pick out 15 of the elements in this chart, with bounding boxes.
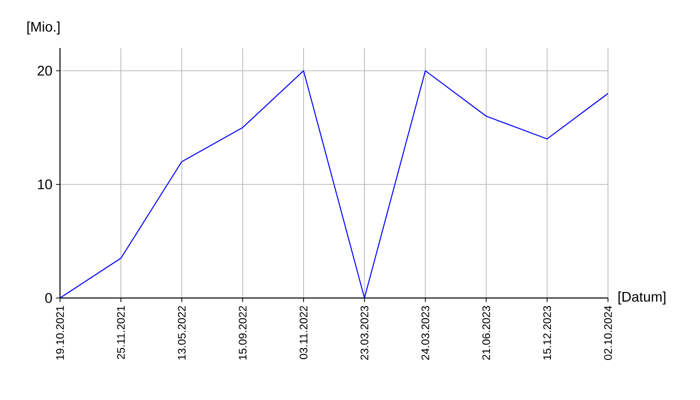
y-axis-title: [Mio.]: [27, 21, 60, 34]
x-tick-label: 25.11.2021: [117, 306, 125, 360]
x-tick-label: 15.09.2022: [238, 306, 247, 360]
x-tick-label: 19.10.2021: [56, 306, 64, 360]
y-tick-label: 10: [38, 179, 52, 190]
x-tick-label: 02.10.2024: [604, 306, 612, 360]
x-tick-label: 23.03.2023: [360, 306, 368, 360]
x-axis-title: [Datum]: [618, 291, 666, 304]
x-tick-label: 15.12.2023: [543, 306, 551, 360]
x-tick-label: 24.03.2023: [421, 306, 430, 360]
y-tick-label: 0: [45, 293, 52, 303]
x-tick-label: 03.11.2022: [300, 306, 308, 360]
y-tick-label: 20: [38, 66, 52, 76]
x-tick-label: 21.06.2023: [482, 306, 490, 360]
x-tick-label: 13.05.2022: [178, 306, 186, 360]
